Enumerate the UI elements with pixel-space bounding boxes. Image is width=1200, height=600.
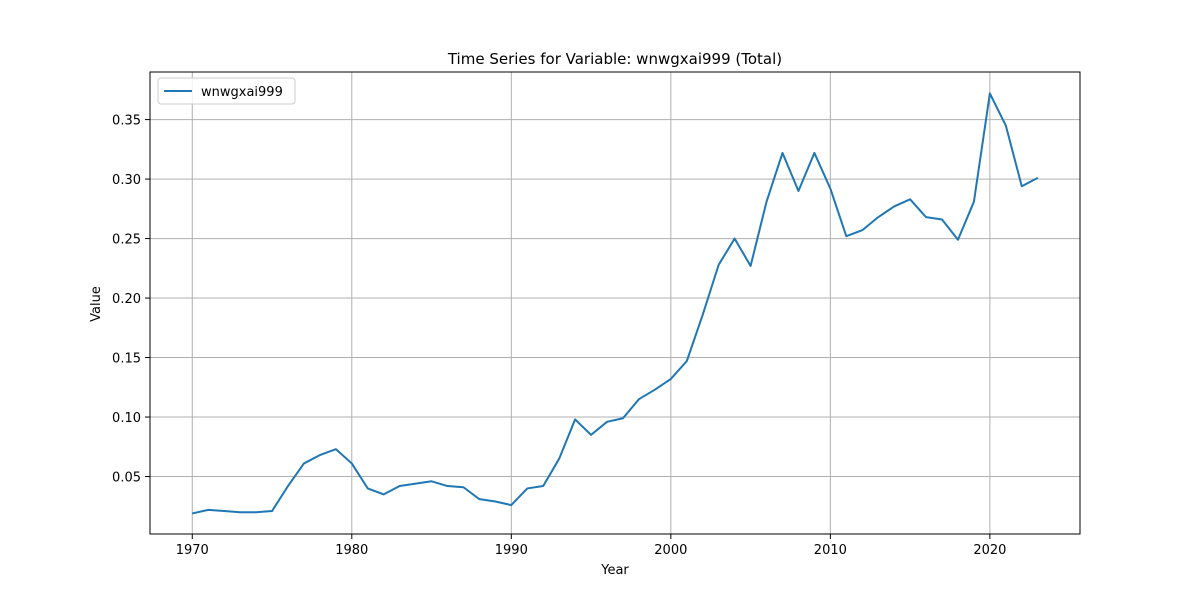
y-axis-label: Value: [89, 286, 104, 322]
x-tick-label: 1990: [495, 543, 528, 558]
y-tick-label: 0.15: [112, 352, 141, 367]
x-tick-label: 1970: [176, 543, 209, 558]
y-tick-label: 0.10: [112, 411, 141, 426]
legend-label: wnwgxai999: [201, 85, 283, 100]
x-tick-label: 2000: [654, 543, 687, 558]
x-axis: 1970 1980 1990 2000 2010 2020: [176, 534, 1006, 558]
y-tick-label: 0.35: [112, 114, 141, 129]
legend: wnwgxai999: [157, 77, 296, 105]
x-tick-label: 2020: [973, 543, 1006, 558]
y-tick-label: 0.25: [112, 233, 141, 248]
y-axis: 0.05 0.10 0.15 0.20 0.25 0.30 0.35: [112, 114, 150, 486]
y-tick-label: 0.30: [112, 173, 141, 188]
legend-box: [157, 77, 296, 105]
series-line: [192, 92, 1039, 515]
grid: [150, 72, 1080, 534]
x-tick-label: 2010: [814, 543, 847, 558]
plot-frame: [149, 71, 1081, 535]
x-tick-label: 1980: [335, 543, 368, 558]
series-layer: [192, 92, 1039, 515]
x-axis-label: Year: [600, 563, 629, 578]
y-tick-label: 0.20: [112, 292, 141, 307]
chart-title: Time Series for Variable: wnwgxai999 (To…: [447, 50, 782, 68]
y-tick-label: 0.05: [112, 471, 141, 486]
